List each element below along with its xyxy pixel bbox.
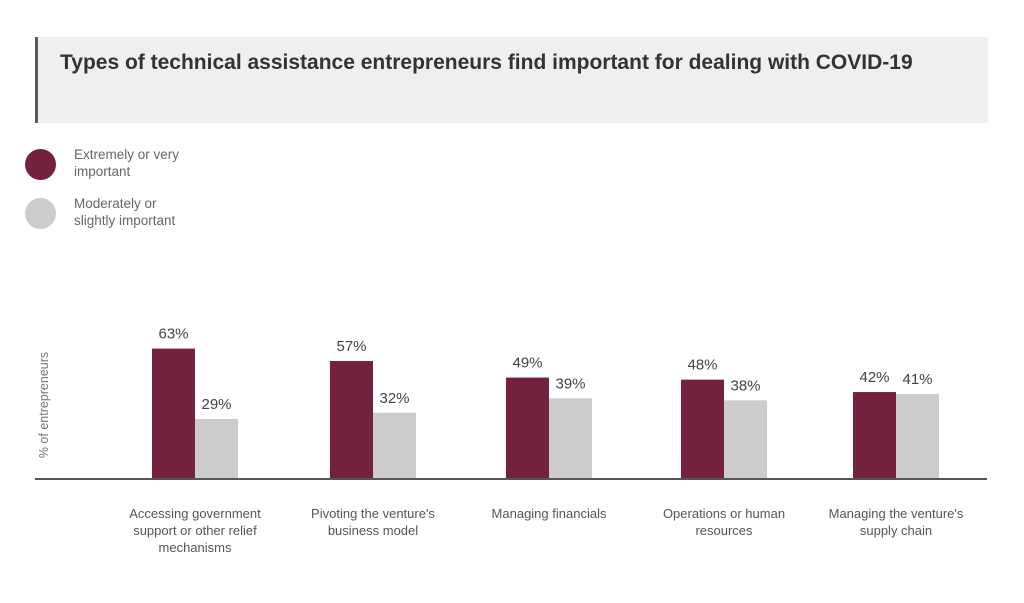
bar-moderately-3 — [724, 400, 767, 479]
bar-moderately-1 — [373, 412, 416, 479]
category-label-1-line-0: Pivoting the venture's — [311, 506, 435, 521]
category-label-0-line-0: Accessing government — [129, 506, 261, 521]
bar-value-label-0-1: 57% — [336, 338, 366, 355]
chart-title-box: Types of technical assistance entreprene… — [35, 37, 988, 123]
bar-value-label-1-0: 29% — [201, 396, 231, 413]
chart-title: Types of technical assistance entreprene… — [60, 51, 913, 74]
category-label-1-line-1: business model — [328, 523, 418, 538]
bar-value-label-1-3: 38% — [730, 377, 760, 394]
bar-value-label-0-3: 48% — [687, 357, 717, 374]
bar-value-label-0-0: 63% — [158, 326, 188, 343]
y-axis-label: % of entrepreneurs — [37, 352, 51, 458]
bar-value-label-1-1: 32% — [379, 390, 409, 407]
bar-value-label-1-2: 39% — [555, 375, 585, 392]
bar-moderately-0 — [195, 418, 238, 479]
category-label-0-line-1: support or other relief — [133, 523, 257, 538]
bar-moderately-2 — [549, 398, 592, 479]
bar-value-label-1-4: 41% — [902, 371, 932, 388]
bar-value-label-0-2: 49% — [512, 355, 542, 372]
category-label-4-line-1: supply chain — [860, 523, 932, 538]
category-label-2-line-0: Managing financials — [492, 506, 607, 521]
bar-moderately-4 — [896, 394, 939, 479]
bar-extremely-4 — [853, 392, 896, 479]
bar-value-label-0-4: 42% — [859, 369, 889, 386]
category-label-3-line-0: Operations or human — [663, 506, 785, 521]
legend-swatch-maroon — [25, 149, 56, 180]
category-label-3-line-1: resources — [695, 523, 753, 538]
bar-extremely-1 — [330, 361, 373, 479]
bar-extremely-0 — [152, 348, 195, 479]
legend-swatch-gray — [25, 198, 56, 229]
legend-label-moderately-important: Moderately or slightly important — [74, 196, 176, 228]
category-label-0-line-2: mechanisms — [159, 540, 232, 555]
bar-extremely-3 — [681, 379, 724, 479]
legend-label-extremely-important: Extremely or very important — [74, 147, 180, 179]
bar-extremely-2 — [506, 377, 549, 479]
category-label-4-line-0: Managing the venture's — [829, 506, 964, 521]
